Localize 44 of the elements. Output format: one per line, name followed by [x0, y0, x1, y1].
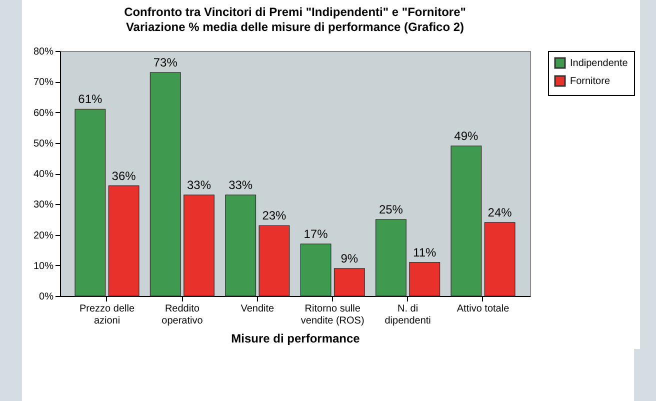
legend-label: Indipendente [570, 58, 628, 69]
chart-subtitle: Variazione % media delle misure di performance (Grafico 2) [126, 20, 464, 34]
x-tick-label: Ritorno sulle vendite (ROS) [300, 304, 364, 326]
data-label: 61% [78, 92, 103, 106]
bar [150, 72, 181, 296]
bar [334, 268, 365, 296]
bar [300, 244, 332, 296]
bar [108, 185, 140, 296]
x-tick-label: Vendite [240, 304, 275, 314]
x-tick-label: Reddito operativo [162, 304, 204, 326]
data-label: 49% [454, 128, 479, 143]
bar [258, 225, 290, 296]
y-tick-label: 70% [33, 77, 54, 88]
x-axis-title: Misure di performance [231, 332, 360, 346]
y-tick-label: 40% [33, 169, 54, 180]
data-label: 25% [378, 202, 404, 216]
y-tick-label: 20% [33, 230, 54, 242]
bar [484, 222, 516, 296]
data-label: 11% [413, 245, 437, 260]
data-label: 9% [340, 251, 358, 266]
y-tick-label: 60% [33, 108, 54, 119]
bar [409, 262, 440, 296]
bar [225, 194, 256, 296]
y-tick-label: 30% [33, 200, 54, 211]
data-label: 73% [153, 55, 178, 70]
y-tick-label: 80% [33, 46, 54, 58]
data-label: 17% [304, 226, 328, 241]
x-tick-label: Prezzo delle azioni [79, 304, 135, 326]
data-label: 24% [488, 206, 512, 220]
legend-label: Fornitore [570, 76, 610, 87]
x-tick-label: Attivo totale [456, 304, 510, 314]
data-label: 36% [112, 168, 136, 183]
data-label: 33% [187, 178, 212, 192]
data-label: 23% [262, 208, 287, 223]
y-tick-label: 10% [33, 260, 54, 272]
bar [375, 219, 406, 296]
bar [74, 108, 106, 296]
bar [184, 194, 215, 296]
bar [450, 146, 482, 296]
y-tick-label: 0% [39, 292, 54, 302]
chart-title: Confronto tra Vincitori di Premi "Indipendenti" e "Fornitore" [124, 5, 466, 19]
y-tick-label: 50% [33, 138, 54, 150]
x-tick-label: N. di dipendenti [384, 304, 431, 326]
data-label: 33% [228, 178, 253, 192]
